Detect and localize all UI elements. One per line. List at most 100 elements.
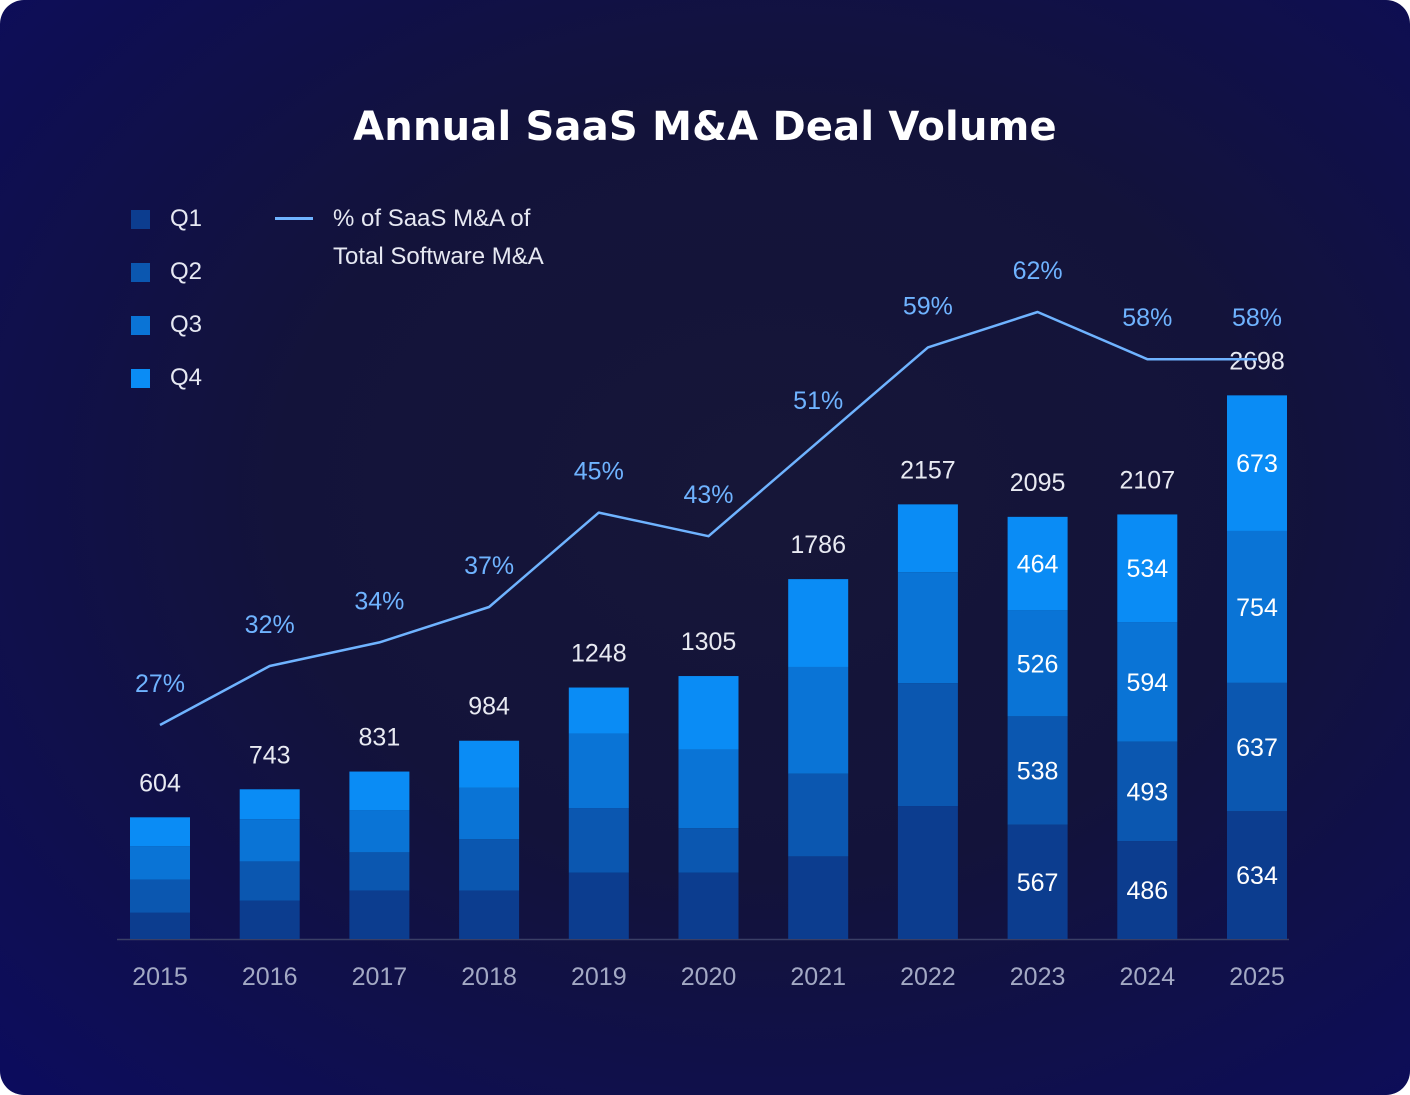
total-label-2015: 604 xyxy=(139,769,181,797)
bar-2024-q1 xyxy=(1117,841,1178,939)
chart-title: Annual SaaS M&A Deal Volume xyxy=(353,104,1057,150)
bar-2015-q2 xyxy=(130,879,190,913)
bar-2024-q3 xyxy=(1117,622,1178,742)
bar-2015-q4 xyxy=(130,817,190,847)
legend-label-q1: Q1 xyxy=(170,205,203,232)
line-label-2016: 32% xyxy=(245,611,295,639)
bar-2021-q2 xyxy=(788,773,849,857)
segment-label-2025-q4: 673 xyxy=(1236,450,1278,478)
bar-2023-q4 xyxy=(1007,516,1068,611)
line-label-2024: 58% xyxy=(1122,304,1172,332)
x-tick-label-2017: 2017 xyxy=(352,963,408,991)
segment-label-2024-q4: 534 xyxy=(1126,555,1168,583)
line-label-2020: 43% xyxy=(683,481,733,509)
bar-2020-q4 xyxy=(678,676,739,750)
bar-2024-q4 xyxy=(1117,514,1178,623)
x-tick-label-2018: 2018 xyxy=(461,963,517,991)
segment-label-2023-q3: 526 xyxy=(1017,650,1059,678)
bar-2022-q3 xyxy=(897,572,958,684)
bar-2024-q2 xyxy=(1117,741,1178,842)
x-tick-label-2023: 2023 xyxy=(1010,963,1066,991)
bar-2018-q4 xyxy=(459,740,520,788)
legend-item-q3: Q3 xyxy=(131,311,202,339)
total-label-2025: 2698 xyxy=(1229,347,1285,375)
line-label-2017: 34% xyxy=(354,587,404,615)
segment-label-2024-q1: 486 xyxy=(1126,877,1168,905)
bar-2017-q3 xyxy=(349,810,410,853)
segment-label-2024-q3: 594 xyxy=(1126,669,1168,697)
line-label-2025: 58% xyxy=(1232,304,1282,332)
x-tick-label-2016: 2016 xyxy=(242,963,298,991)
bar-2022-q4 xyxy=(897,504,958,573)
segment-label-2023-q1: 567 xyxy=(1017,869,1059,897)
legend-line-label: % of SaaS M&A of Total Software M&A xyxy=(333,200,633,276)
legend-item-q4: Q4 xyxy=(131,364,202,392)
bar-2018-q2 xyxy=(459,839,520,891)
x-tick-label-2021: 2021 xyxy=(790,963,846,991)
bar-2019-q4 xyxy=(568,687,629,734)
bar-2021-q3 xyxy=(788,666,849,774)
segment-label-2025-q3: 754 xyxy=(1236,594,1278,622)
line-label-2021: 51% xyxy=(793,387,843,415)
bar-2023-q1 xyxy=(1007,824,1068,939)
bar-2023-q2 xyxy=(1007,716,1068,825)
legend-line-swatch xyxy=(275,217,313,220)
total-label-2020: 1305 xyxy=(681,628,737,656)
bar-2025-q2 xyxy=(1227,682,1287,812)
bar-2020-q2 xyxy=(678,828,739,873)
line-series-path xyxy=(159,310,1257,727)
legend-swatch-q3 xyxy=(131,315,150,335)
bar-2016-q2 xyxy=(239,861,300,901)
line-label-2019: 45% xyxy=(574,458,624,486)
legend-label-q4: Q4 xyxy=(170,364,203,391)
segment-label-2025-q1: 634 xyxy=(1236,862,1278,890)
x-tick-label-2019: 2019 xyxy=(571,963,627,991)
line-label-2015: 27% xyxy=(135,670,185,698)
total-label-2021: 1786 xyxy=(790,531,846,559)
x-tick-label-2025: 2025 xyxy=(1229,963,1285,991)
segment-label-2023-q4: 464 xyxy=(1017,551,1059,579)
legend-swatch-q1 xyxy=(131,209,150,229)
bar-2021-q1 xyxy=(788,856,849,939)
total-label-2016: 743 xyxy=(249,741,291,769)
bar-2016-q3 xyxy=(239,819,300,862)
bar-2019-q3 xyxy=(568,733,629,809)
x-tick-label-2024: 2024 xyxy=(1119,963,1175,991)
segment-label-2025-q2: 637 xyxy=(1236,734,1278,762)
line-label-2018: 37% xyxy=(464,552,514,580)
legend-label-q2: Q2 xyxy=(170,258,203,285)
legend-item-q1: Q1 xyxy=(131,205,202,233)
bar-2015-q1 xyxy=(130,912,190,939)
legend-line-label-1: % of SaaS M&A of xyxy=(333,205,531,232)
bar-2018-q1 xyxy=(459,890,520,939)
bar-2022-q1 xyxy=(897,806,958,939)
segment-label-2023-q2: 538 xyxy=(1017,758,1059,786)
bar-2015-q3 xyxy=(130,846,190,880)
bar-2025-q1 xyxy=(1227,811,1287,939)
bar-2020-q1 xyxy=(678,872,739,939)
bar-2019-q2 xyxy=(568,808,629,873)
legend-swatch-q4 xyxy=(131,368,150,388)
total-label-2019: 1248 xyxy=(571,640,627,668)
bar-2016-q4 xyxy=(239,789,300,820)
bar-2017-q1 xyxy=(349,890,410,939)
total-label-2024: 2107 xyxy=(1119,466,1175,494)
bar-2025-q4 xyxy=(1227,395,1287,531)
total-label-2018: 984 xyxy=(468,693,510,721)
bar-2017-q2 xyxy=(349,852,410,891)
legend-swatch-q2 xyxy=(131,262,150,282)
total-label-2017: 831 xyxy=(359,724,401,752)
bar-2022-q2 xyxy=(897,683,958,807)
bar-2017-q4 xyxy=(349,771,410,811)
x-tick-label-2022: 2022 xyxy=(900,963,956,991)
bar-2025-q3 xyxy=(1227,530,1287,683)
x-tick-label-2015: 2015 xyxy=(132,963,188,991)
legend-line-label-2: Total Software M&A xyxy=(333,243,544,270)
bar-2016-q1 xyxy=(239,900,300,939)
bar-2023-q3 xyxy=(1007,610,1068,717)
line-label-2023: 62% xyxy=(1013,257,1063,285)
segment-label-2024-q2: 493 xyxy=(1126,778,1168,806)
legend-item-line xyxy=(275,217,313,220)
bar-2020-q3 xyxy=(678,749,739,829)
